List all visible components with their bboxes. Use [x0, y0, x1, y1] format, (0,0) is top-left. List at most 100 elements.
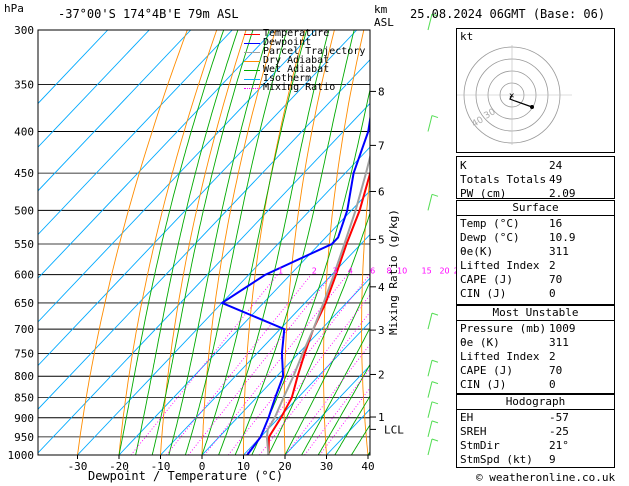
dry-adiabat-line: [323, 30, 365, 455]
index-label: CAPE (J): [460, 364, 513, 377]
pressure-tick-label: 500: [14, 204, 34, 217]
dry-adiabat-line: [243, 30, 306, 455]
wind-barb: [427, 381, 433, 398]
index-value: 0: [549, 378, 556, 391]
km-tick-label: 7: [378, 139, 385, 152]
index-label: Temp (°C): [460, 217, 520, 230]
x-tick-label: 10: [237, 460, 250, 473]
dry-adiabat-line: [118, 30, 218, 455]
dry-adiabat-line: [77, 30, 188, 455]
pressure-tick-label: 650: [14, 297, 34, 310]
index-value: 2: [549, 350, 556, 363]
pressure-tick-label: 750: [14, 347, 34, 360]
legend-label: Parcel Trajectory: [263, 46, 366, 57]
dry-adiabat-line: [201, 30, 276, 455]
hodograph-table-panel: Hodograph EH -57 SREH -25 StmDir 21° StmSpd (kt…: [456, 394, 615, 468]
index-value: 16: [549, 217, 563, 230]
wind-barb-flag: [431, 115, 439, 119]
index-label: StmSpd (kt): [460, 453, 533, 466]
isotherm-line: [284, 364, 370, 455]
section-divider: [457, 320, 614, 321]
index-value: 21°: [549, 439, 569, 452]
wet-adiabat-line: [334, 395, 370, 455]
mixing-ratio-label: 4: [348, 267, 353, 276]
pressure-tick-label: 900: [14, 412, 34, 425]
wet-adiabat-line: [317, 363, 370, 455]
isotherm-line: [38, 30, 233, 236]
section-title: Hodograph: [505, 395, 566, 408]
series-parcel-trajectory: [265, 153, 370, 455]
pressure-tick-label: 300: [14, 24, 34, 37]
x-tick-label: 30: [320, 460, 333, 473]
km-tick-label: LCL: [384, 423, 404, 436]
mixing-ratio-line: [227, 274, 370, 455]
index-value: 2.09: [549, 187, 576, 200]
wind-barb: [427, 13, 433, 31]
isotherm-line: [160, 233, 370, 455]
mixing-ratio-line: [259, 311, 370, 455]
km-tick-label: 8: [378, 85, 385, 98]
legend-swatch: [244, 70, 260, 71]
mixing-ratio-label: 1: [278, 267, 283, 276]
wind-barb: [427, 438, 433, 456]
x-tick-label: 20: [278, 460, 291, 473]
index-label: PW (cm): [460, 187, 507, 200]
legend-label: Dewpoint: [263, 37, 312, 48]
wet-adiabat-line: [118, 30, 225, 455]
index-label: CIN (J): [460, 378, 507, 391]
mixing-ratio-line: [285, 343, 370, 455]
km-tick-label: 2: [378, 368, 385, 381]
date-title: 25.08.2024 06GMT (Base: 06): [410, 7, 606, 21]
index-label: Lifted Index: [460, 259, 540, 272]
index-label: SREH: [460, 425, 487, 438]
index-label: Totals Totals: [460, 173, 547, 186]
wind-barb: [427, 115, 433, 132]
km-tick-label: 5: [378, 233, 385, 246]
wind-barb: [427, 312, 433, 330]
hodograph-point: [530, 105, 534, 109]
index-value: 24: [549, 159, 563, 172]
pressure-tick-label: 600: [14, 269, 34, 282]
pressure-tick-label: 550: [14, 238, 34, 251]
indices-panel: K 24 Totals Totals 49 PW (cm) 2.09: [456, 156, 615, 200]
x-axis-label: Dewpoint / Temperature (°C): [88, 469, 284, 483]
wind-barb: [427, 194, 433, 211]
wet-adiabat-line: [201, 30, 308, 455]
legend-swatch: [244, 43, 260, 44]
legend-swatch: [244, 61, 260, 62]
mixing-ratio-line: [319, 387, 370, 455]
index-label: θe(K): [460, 245, 494, 258]
index-label: θe (K): [460, 336, 500, 349]
mixing-ratio-line: [166, 274, 312, 455]
legend-label: Mixing Ratio: [263, 82, 336, 93]
wind-barb-flag: [431, 359, 439, 363]
section-title: Surface: [512, 201, 559, 214]
wind-barb-flag: [431, 312, 439, 316]
index-value: 1009: [549, 322, 576, 335]
km-tick-label: 6: [378, 185, 385, 198]
dry-adiabat-line: [160, 30, 247, 455]
wind-barb: [427, 360, 433, 377]
index-value: 2: [549, 259, 556, 272]
isotherm-line: [243, 321, 370, 455]
wind-barb-flag: [431, 381, 439, 385]
wet-adiabat-line: [168, 30, 270, 455]
index-value: 0: [549, 287, 556, 300]
legend-label: Isotherm: [263, 73, 312, 84]
plot-frame: [37, 29, 371, 456]
index-value: 9: [549, 453, 556, 466]
index-value: 49: [549, 173, 563, 186]
x-tick-label: 0: [199, 460, 206, 473]
mixing-ratio-label: 6: [370, 267, 375, 276]
asl-label: ASL: [374, 16, 394, 29]
legend-swatch: [244, 88, 260, 89]
wind-barb-flag: [431, 401, 439, 405]
copyright-text: © weatheronline.co.uk: [476, 471, 616, 484]
mixing-ratio-label: 3: [332, 267, 337, 276]
hodograph-panel: kt ✕ 40 30: [456, 28, 615, 153]
x-tick-label: -30: [68, 460, 88, 473]
pressure-tick-label: 350: [14, 78, 34, 91]
isotherm-line: [38, 102, 370, 454]
mixing-ratio-line: [245, 294, 370, 455]
